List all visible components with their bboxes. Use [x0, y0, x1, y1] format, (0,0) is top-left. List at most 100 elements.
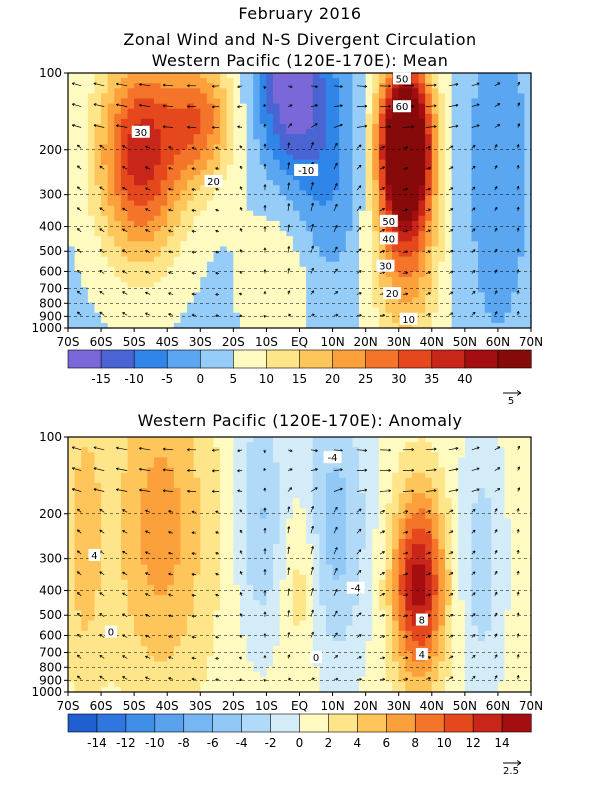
colorbar-label: 4	[354, 736, 362, 750]
contour-label: 20	[386, 289, 399, 300]
colorbar-swatch	[431, 349, 466, 369]
y-tick-label: 300	[39, 188, 62, 202]
contour-label-bg	[376, 259, 395, 272]
colorbar-label: -10	[145, 736, 165, 750]
gridlines-1	[68, 72, 531, 329]
colorbar-swatch	[299, 713, 330, 733]
contour-label-bg	[393, 100, 412, 113]
panel2-title: Western Pacific (120E-170E): Anomaly	[137, 411, 463, 430]
x-tick-label: EQ	[291, 335, 308, 349]
colorbar-1: -15 -10 -5 0 5 10 15 20 25 30 35 40	[67, 349, 532, 386]
y-tick-label: 700	[39, 282, 62, 296]
x-tick-label: 50N	[453, 335, 477, 349]
y-tick-label: 600	[39, 628, 62, 642]
contour-label-bg	[323, 451, 342, 464]
x-tick-label: 60N	[486, 699, 510, 713]
x-tick-label: 60N	[486, 335, 510, 349]
colorbar-swatch	[501, 713, 532, 733]
colorbar-label: 5	[230, 372, 238, 386]
panel1-title: Western Pacific (120E-170E): Mean	[151, 51, 449, 70]
x-tick-label: 10S	[255, 699, 278, 713]
x-tick-label: 40S	[156, 335, 179, 349]
colorbar-swatch	[233, 349, 268, 369]
x-tick-label: 40S	[156, 699, 179, 713]
contour-label-bg	[383, 287, 402, 300]
y-tick-label: 1000	[31, 321, 62, 335]
y-tick-label: 1000	[31, 685, 62, 699]
contour-label: 50	[396, 74, 409, 85]
contour-label: 8	[419, 616, 425, 627]
colorbar-swatch	[199, 349, 234, 369]
colorbar-label: -10	[124, 372, 144, 386]
colorbar-label: -8	[178, 736, 190, 750]
colorbar-swatch	[357, 713, 387, 733]
x-tick-label: 60S	[90, 699, 113, 713]
x-tick-label: 30N	[387, 699, 411, 713]
colorbar-2: -14 -12 -10 -8 -6 -4 -2 0 2 4 6 8 10 12 14	[67, 713, 532, 750]
y-tick-label: 600	[39, 264, 62, 278]
x-tick-label: 70N	[519, 335, 543, 349]
contour-label: 4	[419, 650, 425, 661]
colorbar-label: 12	[465, 736, 480, 750]
y-tick-label: 700	[39, 646, 62, 660]
colorbar-label: -2	[265, 736, 277, 750]
colorbar-swatch	[472, 713, 503, 733]
wind-vectors-2	[71, 445, 521, 682]
x-tick-label: 40N	[420, 699, 444, 713]
colorbar-swatch	[212, 713, 243, 733]
reference-vector-label: 5	[508, 396, 514, 407]
colorbar-label: 0	[196, 372, 204, 386]
contour-label: 4	[91, 551, 97, 562]
x-tick-label: 50S	[123, 335, 146, 349]
colorbar-swatch	[398, 349, 433, 369]
panel-2: 70S 60S 50S 40S 30S 20S 10S EQ 10N 20N 30N 40N 50N 60…	[31, 430, 543, 777]
x-tick-label: 20N	[354, 699, 378, 713]
colorbar-swatch	[100, 349, 135, 369]
contour-label-bg	[379, 232, 398, 245]
contour-label-bg	[310, 651, 323, 664]
colorbar-label: -5	[161, 372, 173, 386]
colorbar-swatch	[166, 349, 201, 369]
colorbar-swatch	[497, 349, 532, 369]
contour-label-bg	[104, 625, 117, 638]
contour-label: 50	[382, 217, 395, 228]
colorbar-label: 30	[391, 372, 406, 386]
colorbar-swatch	[464, 349, 499, 369]
colorbar-label: 40	[457, 372, 472, 386]
contour-label: -4	[351, 584, 361, 595]
y-tick-label: 400	[39, 584, 62, 598]
colorbar-swatch	[365, 349, 400, 369]
contour-label: 30	[134, 128, 147, 139]
colorbar-swatch	[266, 349, 301, 369]
main-title: February 2016	[238, 4, 362, 23]
colorbar-swatch	[133, 349, 168, 369]
x-tick-label: 40N	[420, 335, 444, 349]
heatmap-cells-2	[68, 437, 532, 693]
y-tick-label: 900	[39, 673, 62, 687]
colorbar-swatch	[125, 713, 156, 733]
contour-label-bg	[346, 581, 365, 594]
contour-label-bg	[393, 72, 412, 85]
y-tick-label: 800	[39, 660, 62, 674]
colorbar-swatch	[67, 349, 102, 369]
y-tick-label: 200	[39, 143, 62, 157]
colorbar-label: 35	[424, 372, 439, 386]
colorbar-label: 20	[325, 372, 340, 386]
x-tick-label: 10S	[255, 335, 278, 349]
colorbar-label: -4	[236, 736, 248, 750]
colorbar-swatch	[328, 713, 358, 733]
colorbar-swatch	[443, 713, 474, 733]
subtitle: Zonal Wind and N-S Divergent Circulation	[123, 30, 477, 49]
contour-label-bg	[204, 174, 223, 187]
contour-label: 10	[402, 315, 415, 326]
colorbar-label: 6	[382, 736, 390, 750]
y-tick-label: 500	[39, 608, 62, 622]
y-tick-label: 100	[39, 66, 62, 80]
gridlines-2	[68, 436, 531, 693]
contour-label-bg	[415, 613, 428, 626]
colorbar-label: 10	[259, 372, 274, 386]
colorbar-label: 0	[296, 736, 304, 750]
contour-label: -10	[298, 166, 314, 177]
x-tick-label: 60S	[90, 335, 113, 349]
colorbar-label: 10	[437, 736, 452, 750]
